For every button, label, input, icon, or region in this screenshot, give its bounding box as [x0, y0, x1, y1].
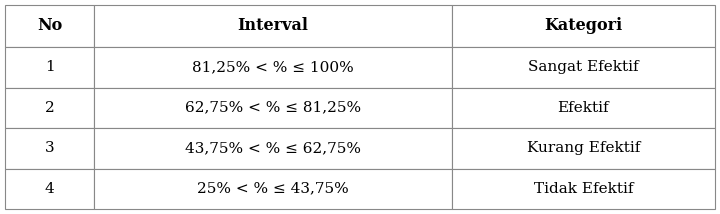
Text: Kategori: Kategori: [544, 18, 623, 34]
Bar: [94, 47, 452, 88]
Bar: [5, 168, 94, 209]
Bar: [5, 88, 94, 128]
Text: 3: 3: [45, 141, 55, 155]
Bar: [94, 168, 452, 209]
Text: 25% < % ≤ 43,75%: 25% < % ≤ 43,75%: [197, 182, 349, 196]
Text: 4: 4: [45, 182, 55, 196]
Bar: [5, 47, 94, 88]
Bar: [452, 88, 715, 128]
Bar: [452, 47, 715, 88]
Bar: [452, 168, 715, 209]
Text: Kurang Efektif: Kurang Efektif: [527, 141, 640, 155]
Text: 62,75% < % ≤ 81,25%: 62,75% < % ≤ 81,25%: [185, 101, 361, 115]
Text: Interval: Interval: [238, 18, 309, 34]
Text: 2: 2: [45, 101, 55, 115]
Text: Sangat Efektif: Sangat Efektif: [528, 60, 639, 74]
Text: 81,25% < % ≤ 100%: 81,25% < % ≤ 100%: [192, 60, 354, 74]
Bar: [452, 5, 715, 47]
Text: 1: 1: [45, 60, 55, 74]
Text: No: No: [37, 18, 63, 34]
Bar: [5, 128, 94, 168]
Text: Efektif: Efektif: [557, 101, 609, 115]
Text: 43,75% < % ≤ 62,75%: 43,75% < % ≤ 62,75%: [185, 141, 361, 155]
Text: Tidak Efektif: Tidak Efektif: [534, 182, 633, 196]
Bar: [94, 5, 452, 47]
Bar: [94, 128, 452, 168]
Bar: [94, 88, 452, 128]
Bar: [5, 5, 94, 47]
Bar: [452, 128, 715, 168]
